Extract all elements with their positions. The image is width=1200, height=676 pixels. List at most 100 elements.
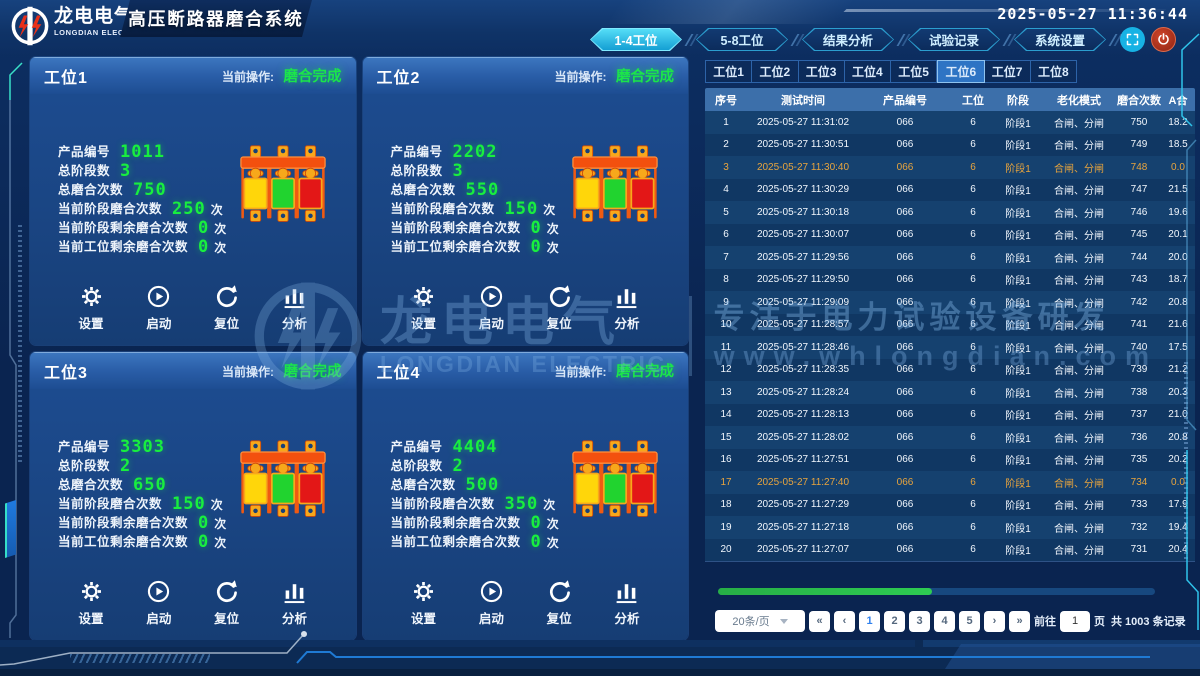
table-cell: 6 <box>970 251 976 263</box>
station-tab[interactable]: 工位1 <box>705 60 753 83</box>
station-tab[interactable]: 工位8 <box>1030 60 1077 83</box>
table-row[interactable]: 6 2025-05-27 11:30:07 066 6 阶段1 合闸、分闸 745 20.1 <box>705 223 1195 246</box>
table-row[interactable]: 8 2025-05-27 11:29:50 066 6 阶段1 合闸、分闸 743 18.7 <box>705 268 1195 291</box>
total-records: 共 1003 条记录 <box>1111 616 1186 628</box>
station-tab[interactable]: 工位4 <box>844 60 891 83</box>
button-icon <box>614 579 639 604</box>
start-button[interactable]: 启动 <box>132 284 186 332</box>
table-cell: 合闸、分闸 <box>1054 141 1104 153</box>
table-row[interactable]: 7 2025-05-27 11:29:56 066 6 阶段1 合闸、分闸 744 20.0 <box>705 246 1195 269</box>
clock: 2025-05-27 11:36:44 <box>997 5 1188 23</box>
button-label: 设置 <box>410 612 436 626</box>
station-tab[interactable]: 工位7 <box>984 60 1031 83</box>
table-cell: 6 <box>970 319 976 331</box>
analyze-button[interactable]: 分析 <box>267 579 321 627</box>
goto-page-input[interactable] <box>1060 610 1090 632</box>
table-cell: 6 <box>970 116 976 128</box>
table-cell: 合闸、分闸 <box>1054 478 1104 490</box>
last-page-button[interactable]: » <box>1009 610 1030 632</box>
table-row[interactable]: 4 2025-05-27 11:30:29 066 6 阶段1 合闸、分闸 747 21.5 <box>705 178 1195 201</box>
station-tab[interactable]: 工位2 <box>752 60 799 83</box>
button-icon <box>79 284 104 309</box>
settings-button[interactable]: 设置 <box>64 579 118 627</box>
table-cell: 阶段1 <box>1005 321 1031 333</box>
table-row[interactable]: 5 2025-05-27 11:30:18 066 6 阶段1 合闸、分闸 746 19.6 <box>705 201 1195 224</box>
start-button[interactable]: 启动 <box>464 284 518 332</box>
settings-button[interactable]: 设置 <box>64 284 118 332</box>
nav-system-settings[interactable]: 系统设置 <box>1014 28 1106 51</box>
analyze-button[interactable]: 分析 <box>600 579 654 627</box>
prev-page-button[interactable]: ‹ <box>834 610 855 632</box>
station-fields: 产品编号 2202 总阶段数 3 总磨合次数 550 当前阶段磨合次数 150 … <box>391 143 559 257</box>
table-row[interactable]: 2 2025-05-27 11:30:51 066 6 阶段1 合闸、分闸 749 18.5 <box>705 133 1195 156</box>
station-field-row: 产品编号 3303 <box>58 438 226 457</box>
table-row[interactable]: 1 2025-05-27 11:31:02 066 6 阶段1 合闸、分闸 750 18.2 <box>705 111 1195 134</box>
start-button[interactable]: 启动 <box>132 579 186 627</box>
nav-separator <box>1108 33 1118 46</box>
analyze-button[interactable]: 分析 <box>600 284 654 332</box>
footer-hatch-lines <box>70 654 210 663</box>
field-label: 产品编号 <box>58 145 111 160</box>
table-cell: 066 <box>896 116 914 128</box>
table-row[interactable]: 3 2025-05-27 11:30:40 066 6 阶段1 合闸、分闸 748 0.0 <box>705 156 1195 179</box>
table-row[interactable]: 15 2025-05-27 11:28:02 066 6 阶段1 合闸、分闸 736 20.8 <box>705 426 1195 449</box>
table-row[interactable]: 18 2025-05-27 11:27:29 066 6 阶段1 合闸、分闸 733 17.9 <box>705 493 1195 516</box>
station-field-row: 当前阶段磨合次数 250 次 <box>58 200 226 219</box>
station-tab[interactable]: 工位6 <box>937 60 985 83</box>
table-row[interactable]: 9 2025-05-27 11:29:09 066 6 阶段1 合闸、分闸 742 20.8 <box>705 291 1195 314</box>
table-cell: 8 <box>723 274 729 286</box>
page-number-button[interactable]: 1 <box>859 610 880 632</box>
nav-row: 1-4工位 5-8工位 结果分析 试验记录 系统设置 <box>590 27 1176 52</box>
field-value: 750 <box>133 180 167 200</box>
page-number-button[interactable]: 5 <box>959 610 980 632</box>
table-row[interactable]: 17 2025-05-27 11:27:40 066 6 阶段1 合闸、分闸 734 0.0 <box>705 471 1195 494</box>
button-label: 复位 <box>546 317 572 331</box>
nav-stations-1-4[interactable]: 1-4工位 <box>590 28 682 51</box>
field-unit: 次 <box>546 516 559 531</box>
start-button[interactable]: 启动 <box>464 579 518 627</box>
table-row[interactable]: 14 2025-05-27 11:28:13 066 6 阶段1 合闸、分闸 737 21.0 <box>705 403 1195 426</box>
reset-button[interactable]: 复位 <box>532 284 586 332</box>
reset-button[interactable]: 复位 <box>200 284 254 332</box>
first-page-button[interactable]: « <box>809 610 830 632</box>
page-size-select[interactable]: 20条/页 <box>715 610 805 632</box>
page-number-button[interactable]: 4 <box>934 610 955 632</box>
table-cell: 6 <box>970 296 976 308</box>
table-cell: 742 <box>1130 296 1148 308</box>
station-tab[interactable]: 工位3 <box>798 60 845 83</box>
table-row[interactable]: 11 2025-05-27 11:28:46 066 6 阶段1 合闸、分闸 740 17.5 <box>705 336 1195 359</box>
table-cell: 19 <box>720 521 732 533</box>
nav-stations-5-8[interactable]: 5-8工位 <box>696 28 788 51</box>
station-header: 工位2 当前操作: 磨合完成 <box>362 57 688 94</box>
column-header: 阶段 <box>1007 94 1029 107</box>
next-page-button[interactable]: › <box>984 610 1005 632</box>
page-number-button[interactable]: 3 <box>909 610 930 632</box>
station-tabs: 工位1 工位2 工位3 工位4 工位5 工位6 工位7 工位8 <box>705 60 1077 83</box>
goto-label: 前往 <box>1034 616 1056 628</box>
footer-bottom-strip <box>0 669 1200 676</box>
table-row[interactable]: 20 2025-05-27 11:27:07 066 6 阶段1 合闸、分闸 731 20.4 <box>705 538 1195 561</box>
station-actions: 设置 启动 复位 分析 <box>397 284 655 332</box>
table-row[interactable]: 19 2025-05-27 11:27:18 066 6 阶段1 合闸、分闸 732 19.4 <box>705 516 1195 539</box>
table-row[interactable]: 10 2025-05-27 11:28:57 066 6 阶段1 合闸、分闸 741 21.6 <box>705 313 1195 336</box>
table-cell: 066 <box>896 274 914 286</box>
table-row[interactable]: 12 2025-05-27 11:28:35 066 6 阶段1 合闸、分闸 739 21.2 <box>705 358 1195 381</box>
nav-result-analysis[interactable]: 结果分析 <box>802 28 894 51</box>
station-title: 工位2 <box>376 69 421 87</box>
fullscreen-button[interactable] <box>1120 27 1145 52</box>
station-actions: 设置 启动 复位 分析 <box>397 579 655 627</box>
page-number-button[interactable]: 2 <box>884 610 905 632</box>
power-button[interactable] <box>1151 27 1176 52</box>
station-tab[interactable]: 工位5 <box>891 60 938 83</box>
nav-test-records[interactable]: 试验记录 <box>908 28 1000 51</box>
table-cell: 4 <box>723 184 729 196</box>
field-value: 0 <box>530 218 542 238</box>
settings-button[interactable]: 设置 <box>397 579 451 627</box>
field-label: 当前阶段剩余磨合次数 <box>390 221 521 236</box>
reset-button[interactable]: 复位 <box>532 579 586 627</box>
table-row[interactable]: 13 2025-05-27 11:28:24 066 6 阶段1 合闸、分闸 738 20.3 <box>705 381 1195 404</box>
settings-button[interactable]: 设置 <box>397 284 451 332</box>
reset-button[interactable]: 复位 <box>200 579 254 627</box>
table-row[interactable]: 16 2025-05-27 11:27:51 066 6 阶段1 合闸、分闸 735 20.2 <box>705 448 1195 471</box>
analyze-button[interactable]: 分析 <box>267 284 321 332</box>
